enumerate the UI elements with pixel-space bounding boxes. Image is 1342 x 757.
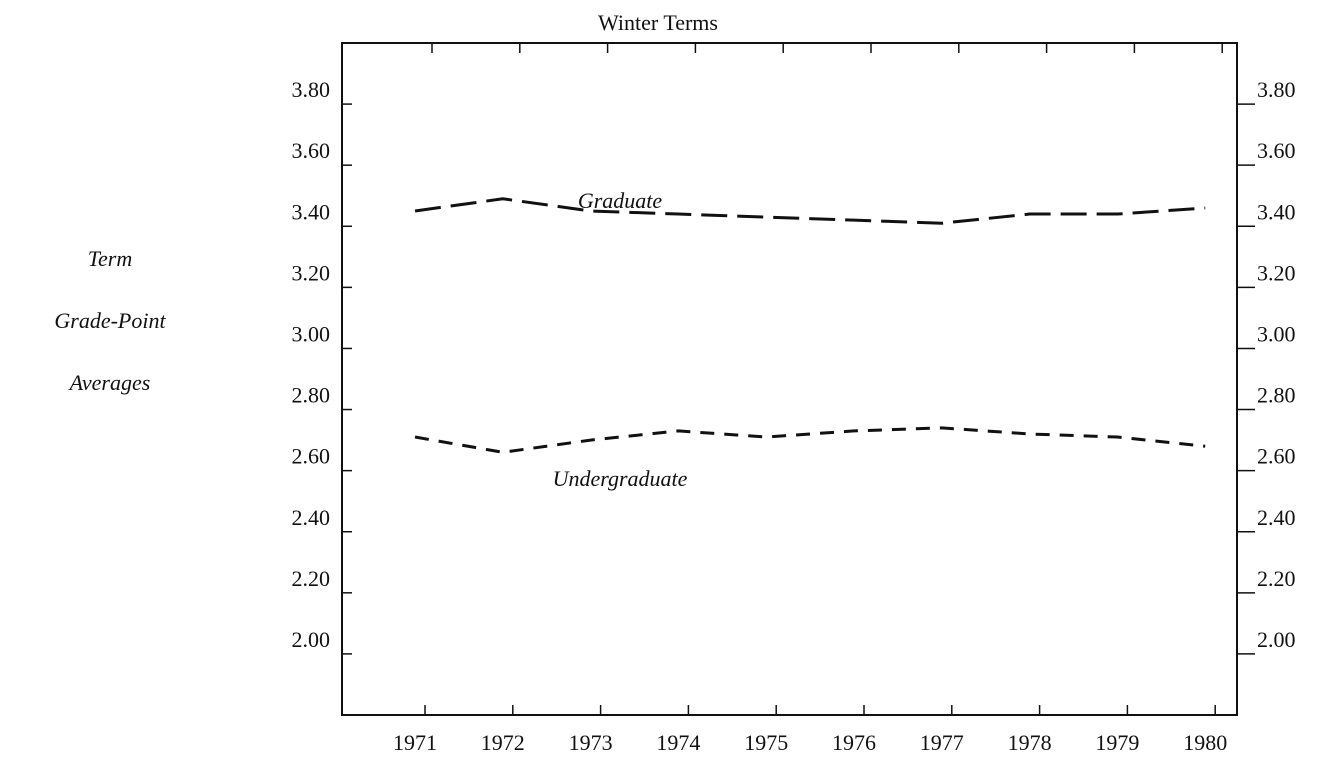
y-axis-label: Grade-Point [54, 308, 166, 333]
x-tick-label: 1975 [744, 730, 788, 755]
x-tick-label: 1980 [1183, 730, 1227, 755]
y2-tick-label: 3.80 [1257, 77, 1296, 102]
y-tick-label: 3.60 [292, 138, 331, 163]
x-tick-label: 1973 [569, 730, 613, 755]
y2-tick-label: 2.00 [1257, 627, 1296, 652]
series-label: Graduate [578, 188, 663, 213]
y-axis-label: Averages [68, 370, 151, 395]
y2-tick-label: 3.40 [1257, 199, 1296, 224]
x-tick-label: 1972 [481, 730, 525, 755]
y2-tick-label: 2.80 [1257, 383, 1296, 408]
x-tick-label: 1976 [832, 730, 876, 755]
series-label: Undergraduate [553, 466, 688, 491]
plot-frame [341, 42, 1238, 716]
chart-title: Winter Terms [598, 10, 718, 35]
x-tick-label: 1974 [656, 730, 700, 755]
y2-tick-label: 2.40 [1257, 505, 1296, 530]
y-tick-label: 2.20 [292, 566, 331, 591]
y-axis-label: Term [88, 246, 132, 271]
x-tick-label: 1978 [1008, 730, 1052, 755]
y-tick-label: 2.60 [292, 444, 331, 469]
y-tick-label: 2.80 [292, 383, 331, 408]
y-tick-label: 3.00 [292, 322, 331, 347]
y-tick-label: 2.00 [292, 627, 331, 652]
y-tick-label: 2.40 [292, 505, 331, 530]
y-tick-label: 3.20 [292, 260, 331, 285]
y-tick-label: 3.80 [292, 77, 331, 102]
y2-tick-label: 2.20 [1257, 566, 1296, 591]
series-line [414, 426, 1206, 454]
y2-tick-label: 3.00 [1257, 322, 1296, 347]
x-tick-label: 1979 [1095, 730, 1139, 755]
y2-tick-label: 3.60 [1257, 138, 1296, 163]
x-tick-label: 1971 [393, 730, 437, 755]
series-line [414, 197, 1206, 225]
y2-tick-label: 3.20 [1257, 260, 1296, 285]
y-tick-label: 3.40 [292, 199, 331, 224]
x-tick-label: 1977 [920, 730, 964, 755]
y2-tick-label: 2.60 [1257, 444, 1296, 469]
